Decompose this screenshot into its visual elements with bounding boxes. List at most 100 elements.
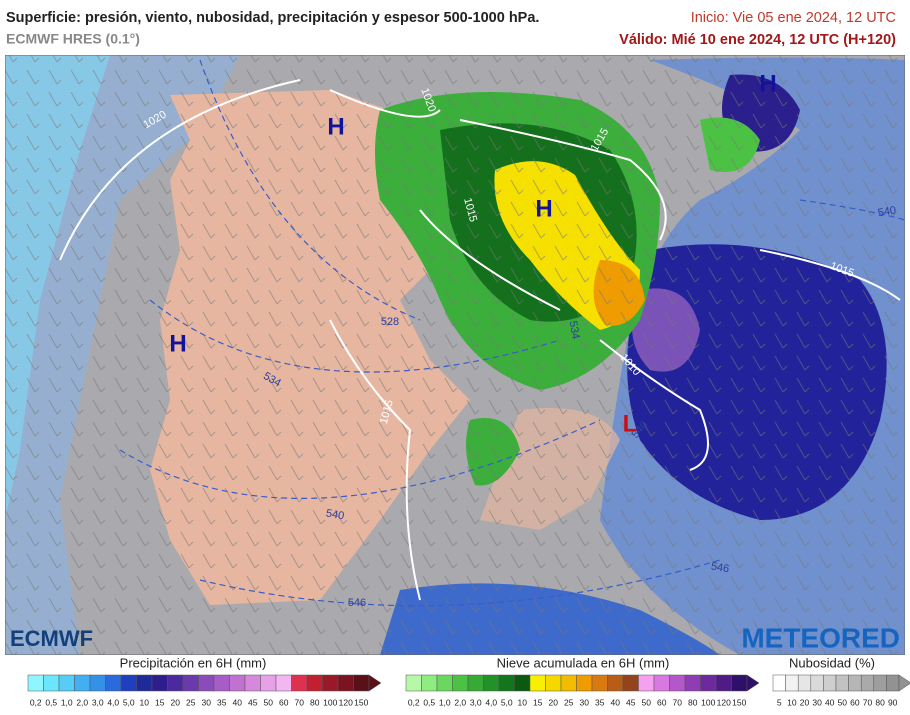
legend-swatch bbox=[560, 674, 577, 692]
legend-title: Nieve acumulada en 6H (mm) bbox=[497, 655, 670, 670]
legend-swatch bbox=[731, 674, 748, 692]
legend-label: 1,0 bbox=[439, 697, 451, 707]
legend-swatch bbox=[529, 674, 546, 692]
legend-arrow bbox=[898, 674, 910, 692]
ecmwf-logo: ECMWF bbox=[10, 626, 93, 651]
legend-label: 3,0 bbox=[92, 697, 104, 707]
legend-swatch bbox=[823, 674, 837, 692]
thickness-label: 528 bbox=[381, 316, 399, 328]
legend-label: 0,5 bbox=[423, 697, 435, 707]
legend-label: 80 bbox=[310, 697, 320, 707]
legend-label: 35 bbox=[595, 697, 605, 707]
legend-label: 60 bbox=[657, 697, 667, 707]
legend-label: 20 bbox=[800, 697, 810, 707]
legend-swatch bbox=[576, 674, 593, 692]
legend-swatch bbox=[860, 674, 875, 692]
legend-swatch bbox=[322, 674, 339, 692]
legend-label: 20 bbox=[549, 697, 559, 707]
legend-label: 30 bbox=[580, 697, 590, 707]
legend-swatch bbox=[167, 674, 184, 692]
legend-swatch bbox=[260, 674, 277, 692]
legend-swatch bbox=[182, 674, 199, 692]
thickness-label: 546 bbox=[348, 597, 366, 609]
legend-label: 25 bbox=[186, 697, 196, 707]
title: Superficie: presión, viento, nubosidad, … bbox=[6, 10, 539, 26]
legend-swatch bbox=[27, 674, 44, 692]
legend-swatch bbox=[607, 674, 624, 692]
legend-label: 50 bbox=[642, 697, 652, 707]
legend-label: 4,0 bbox=[485, 697, 497, 707]
legend-label: 3,0 bbox=[470, 697, 482, 707]
legend-swatch bbox=[772, 674, 786, 692]
legend-swatch bbox=[684, 674, 701, 692]
legend-swatch bbox=[669, 674, 686, 692]
legend-label: 70 bbox=[295, 697, 305, 707]
legend-label: 30 bbox=[202, 697, 212, 707]
legend-label: 45 bbox=[626, 697, 636, 707]
legend-label: 60 bbox=[850, 697, 860, 707]
legend-label: 2,0 bbox=[454, 697, 466, 707]
legend-label: 90 bbox=[888, 697, 898, 707]
legend-label: 35 bbox=[217, 697, 227, 707]
legend-label: 40 bbox=[233, 697, 243, 707]
legend-label: 100 bbox=[701, 697, 715, 707]
legend-swatch bbox=[653, 674, 670, 692]
thickness-label: 540 bbox=[877, 204, 897, 219]
legend-swatch bbox=[74, 674, 91, 692]
meteored-logo: METEORED bbox=[741, 622, 900, 653]
legend-swatch bbox=[498, 674, 515, 692]
legend-swatch bbox=[835, 674, 849, 692]
legend-label: 15 bbox=[533, 697, 543, 707]
legend-label: 4,0 bbox=[107, 697, 119, 707]
legend-swatch bbox=[136, 674, 153, 692]
legend-swatch bbox=[275, 674, 292, 692]
legend-title: Precipitación en 6H (mm) bbox=[120, 655, 267, 670]
legend-swatch bbox=[797, 674, 812, 692]
legend-label: 5,0 bbox=[501, 697, 513, 707]
valid-time: Válido: Mié 10 ene 2024, 12 UTC (H+120) bbox=[619, 32, 896, 48]
high-pressure: H bbox=[169, 330, 186, 357]
thickness-label: 540 bbox=[325, 507, 345, 522]
legend-swatch bbox=[591, 674, 608, 692]
legend-swatch bbox=[514, 674, 531, 692]
legend-label: 30 bbox=[812, 697, 822, 707]
legend-label: 50 bbox=[264, 697, 274, 707]
legend-swatch bbox=[545, 674, 562, 692]
legend-label: 20 bbox=[171, 697, 181, 707]
legend-swatch bbox=[810, 674, 824, 692]
model: ECMWF HRES (0.1°) bbox=[6, 31, 140, 47]
legend-swatch bbox=[291, 674, 308, 692]
legend-swatch bbox=[436, 674, 453, 692]
legend-label: 100 bbox=[323, 697, 337, 707]
legend-swatch bbox=[198, 674, 215, 692]
high-pressure: H bbox=[535, 195, 552, 222]
legend-label: 5,0 bbox=[123, 697, 135, 707]
legend-swatch bbox=[405, 674, 422, 692]
high-pressure: H bbox=[759, 70, 776, 97]
legend-swatch bbox=[151, 674, 168, 692]
legend-swatch bbox=[638, 674, 655, 692]
legend-swatch bbox=[58, 674, 75, 692]
legend-label: 0,2 bbox=[408, 697, 420, 707]
legend-swatch bbox=[715, 674, 732, 692]
legend-label: 1,0 bbox=[61, 697, 73, 707]
legend-label: 120 bbox=[717, 697, 731, 707]
legend-label: 25 bbox=[564, 697, 574, 707]
legend-label: 10 bbox=[140, 697, 150, 707]
legend-swatch bbox=[306, 674, 323, 692]
legend-swatch bbox=[467, 674, 484, 692]
legend-swatch bbox=[43, 674, 60, 692]
legend-label: 40 bbox=[825, 697, 835, 707]
legend-swatch bbox=[120, 674, 137, 692]
legend-swatch bbox=[700, 674, 717, 692]
legend-label: 0,2 bbox=[30, 697, 42, 707]
legend-label: 10 bbox=[787, 697, 797, 707]
legend-swatch bbox=[848, 674, 862, 692]
legend-swatch bbox=[785, 674, 799, 692]
legend-swatch bbox=[873, 674, 887, 692]
legend-label: 15 bbox=[155, 697, 165, 707]
high-pressure: H bbox=[327, 113, 344, 140]
legend-label: 120 bbox=[339, 697, 353, 707]
legend-swatch bbox=[244, 674, 261, 692]
